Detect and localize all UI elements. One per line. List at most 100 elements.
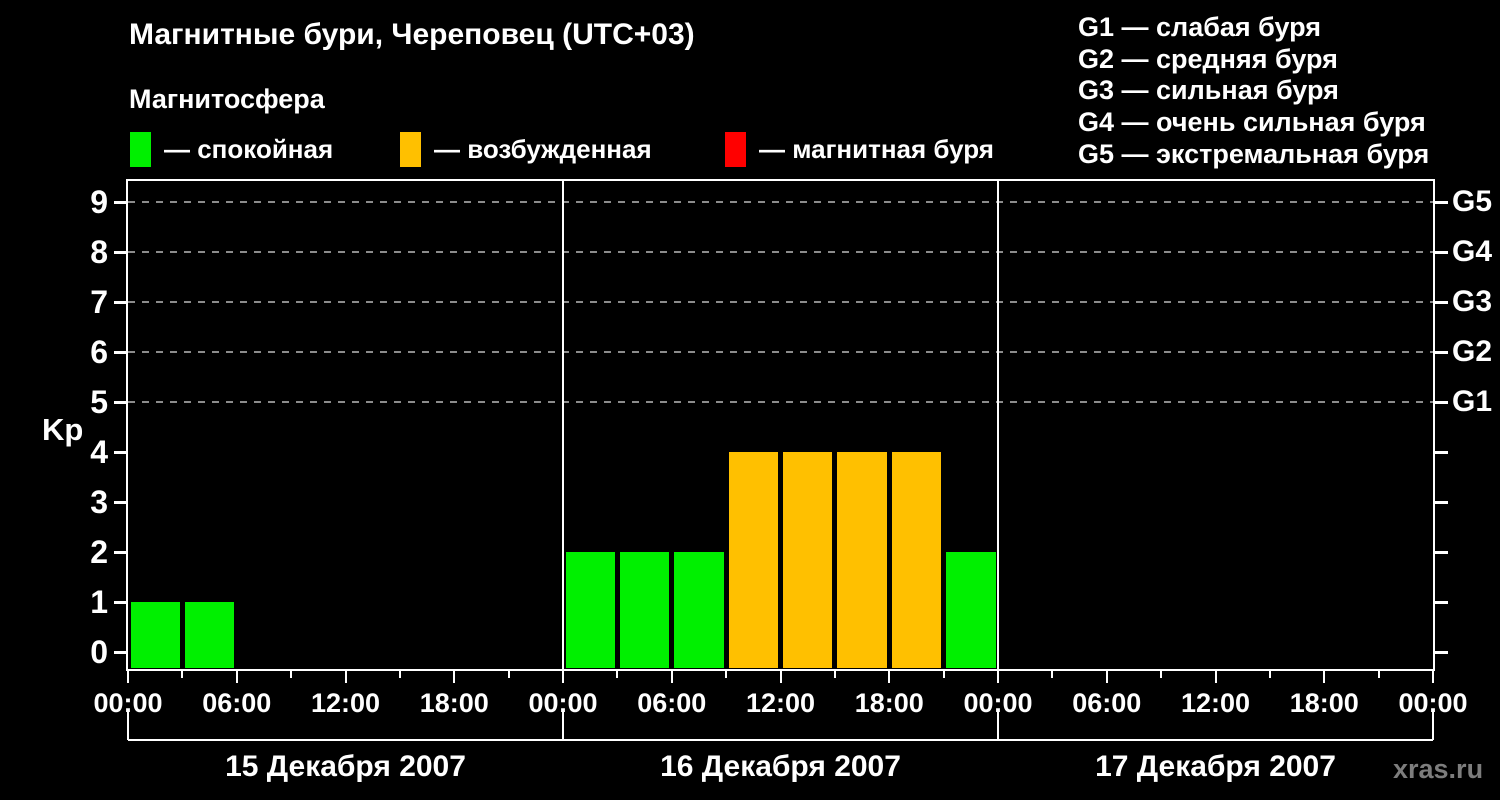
x-time-label: 18:00 — [854, 688, 924, 718]
legend-swatch-excited — [400, 131, 421, 167]
y-tick-right — [1435, 601, 1448, 604]
x-tick-minor — [833, 671, 836, 678]
x-tick-major — [1432, 671, 1434, 683]
legend-label-excited: — возбужденная — [434, 133, 652, 164]
kp-bar — [946, 552, 996, 668]
legend-label-quiet: — спокойная — [164, 133, 334, 164]
y-gridline-g5 — [128, 201, 1433, 203]
x-tick-major — [344, 671, 347, 683]
x-tick-minor — [507, 671, 510, 678]
storm-scale-line-g3: G3 — сильная буря — [1078, 75, 1339, 106]
x-tick-minor — [616, 671, 619, 678]
x-tick-major — [1214, 671, 1217, 683]
y-tick-right — [1435, 451, 1448, 454]
x-time-label: 12:00 — [745, 688, 816, 718]
y-tick-right — [1435, 551, 1448, 554]
y-tick-right — [1435, 651, 1448, 654]
magnetosphere-label: Магнитосфера — [129, 84, 325, 114]
right-axis-label-g2: G2 — [1452, 335, 1493, 368]
y-tick-left — [114, 301, 127, 304]
y-tick-left — [114, 251, 127, 254]
y-tick-left — [114, 651, 127, 654]
y-tick-label: 7 — [90, 284, 108, 320]
date-label: 15 Декабря 2007 — [225, 750, 466, 783]
x-tick-minor — [1160, 671, 1163, 678]
plot-border — [126, 179, 1435, 671]
legend-swatch-quiet — [130, 131, 151, 167]
right-axis-label-g5: G5 — [1452, 185, 1493, 218]
storm-scale-legend: G1 — слабая буря G2 — средняя буря G3 — си… — [1078, 12, 1429, 170]
x-tick-minor — [942, 671, 945, 678]
day-divider — [562, 181, 564, 669]
state-legend: — спокойная — возбужденная — магнитная бур… — [0, 131, 1100, 167]
page-title: Магнитные бури, Череповец (UTC+03) — [129, 18, 695, 51]
x-tick-minor — [1051, 671, 1054, 678]
y-axis-title: Kp — [42, 412, 84, 447]
x-time-label: 06:00 — [637, 688, 707, 718]
y-tick-left — [114, 451, 127, 454]
x-tick-minor — [1268, 671, 1271, 678]
right-axis-label-g3: G3 — [1452, 285, 1493, 318]
kp-bar — [728, 452, 778, 668]
x-tick-major — [779, 671, 782, 683]
y-tick-label: 0 — [90, 634, 108, 670]
y-tick-label: 5 — [90, 384, 108, 420]
y-tick-label: 9 — [90, 184, 108, 220]
y-tick-right — [1435, 401, 1448, 404]
legend-item-quiet: — спокойная — [130, 131, 333, 167]
date-axis-line — [128, 739, 1433, 741]
x-tick-minor — [290, 671, 293, 678]
y-tick-left — [114, 401, 127, 404]
x-tick-minor — [1377, 671, 1380, 678]
y-tick-left — [114, 201, 127, 204]
kp-bar — [783, 452, 833, 668]
storm-scale-line-g2: G2 — средняя буря — [1078, 43, 1338, 74]
y-tick-right — [1435, 501, 1448, 504]
x-tick-minor — [398, 671, 401, 678]
storm-scale-line-g1: G1 — слабая буря — [1078, 12, 1322, 43]
y-gridline-g1 — [128, 401, 1433, 403]
kp-bar — [184, 602, 235, 668]
date-axis-tick — [1432, 711, 1434, 740]
date-axis-tick — [997, 711, 999, 740]
y-tick-right — [1435, 251, 1448, 254]
legend-swatch-storm — [725, 131, 746, 167]
y-tick-label: 2 — [90, 534, 108, 570]
x-tick-minor — [725, 671, 728, 678]
x-tick-major — [1323, 671, 1326, 683]
y-tick-label: 4 — [90, 434, 108, 470]
date-axis-tick — [127, 711, 129, 740]
y-tick-right — [1435, 201, 1448, 204]
kp-bar — [837, 452, 887, 668]
x-time-label: 06:00 — [202, 688, 272, 718]
x-time-label: 18:00 — [419, 688, 489, 718]
storm-scale-line-g4: G4 — очень сильная буря — [1078, 107, 1426, 138]
right-axis-label-g1: G1 — [1452, 385, 1493, 418]
y-tick-label: 8 — [90, 234, 108, 270]
kp-bar — [674, 552, 724, 668]
kp-bar — [565, 552, 615, 668]
y-tick-right — [1435, 351, 1448, 354]
date-axis-tick — [562, 711, 564, 740]
watermark: xras.ru — [1393, 754, 1484, 784]
y-gridline-g4 — [128, 251, 1433, 253]
legend-item-storm: — магнитная буря — [725, 131, 994, 167]
y-tick-right — [1435, 301, 1448, 304]
legend-label-storm: — магнитная буря — [759, 133, 994, 164]
x-tick-minor — [181, 671, 184, 678]
x-time-label: 18:00 — [1289, 688, 1359, 718]
x-tick-major — [997, 671, 999, 683]
legend-item-excited: — возбужденная — [400, 131, 652, 167]
y-tick-label: 3 — [90, 484, 108, 520]
day-divider — [997, 181, 999, 669]
x-tick-major — [670, 671, 673, 683]
y-tick-left — [114, 551, 127, 554]
x-time-label: 06:00 — [1072, 688, 1142, 718]
y-tick-left — [114, 351, 127, 354]
x-tick-major — [1105, 671, 1108, 683]
x-tick-major — [453, 671, 456, 683]
y-gridline-g2 — [128, 351, 1433, 353]
kp-bar — [130, 602, 180, 668]
y-tick-label: 1 — [90, 584, 108, 620]
